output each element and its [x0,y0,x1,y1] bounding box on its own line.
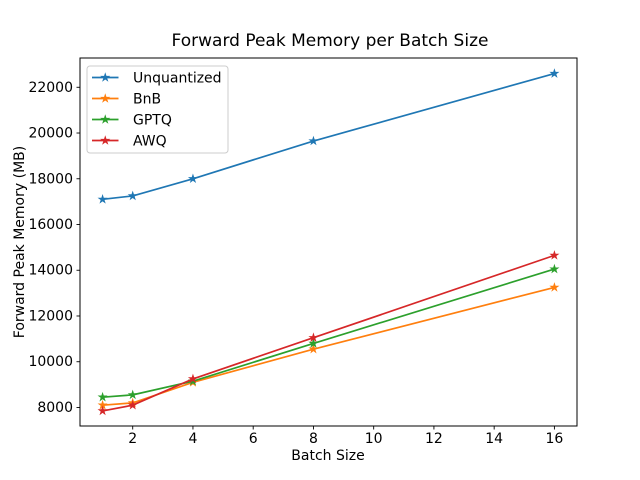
legend-marker-unquantized [100,72,111,82]
x-tick-label: 8 [309,431,318,447]
x-tick-label: 10 [365,431,383,447]
x-axis-label: Batch Size [291,448,365,464]
legend-marker-awq [100,135,111,145]
y-tick-label: 10000 [28,354,73,370]
data-point-awq [549,250,560,260]
legend-label-awq: AWQ [133,134,167,150]
x-tick-label: 6 [249,431,258,447]
axes-frame [79,57,578,427]
data-point-unquantized [549,68,560,78]
data-point-bnb [308,343,319,354]
y-tick-label: 20000 [28,126,73,142]
x-tick-label: 16 [545,431,563,447]
legend-label-gptq: GPTQ [133,113,172,129]
data-point-awq [97,405,108,416]
data-point-unquantized [187,173,198,184]
y-tick-label: 22000 [28,80,73,96]
legend-marker-gptq [100,114,111,124]
series-line-bnb [102,286,555,407]
data-point-unquantized [308,135,319,146]
x-tick-label: 14 [485,431,503,447]
x-tick-label: 2 [128,431,137,447]
x-tick-label: 4 [188,431,197,447]
data-point-unquantized [97,194,108,204]
series-line-awq [102,254,555,412]
legend-box [86,65,229,154]
chart-title: Forward Peak Memory per Batch Size [171,31,489,51]
data-point-awq [127,399,138,410]
data-point-unquantized [127,190,138,201]
legend-marker-bnb [100,93,111,103]
data-point-gptq [127,389,138,400]
data-point-gptq [308,338,319,348]
data-point-bnb [97,399,108,410]
y-tick-label: 18000 [28,171,73,187]
data-point-awq [187,373,198,384]
legend-label-bnb: BnB [133,92,161,108]
y-tick-label: 8000 [37,400,73,416]
data-point-awq [308,332,319,342]
data-point-gptq [549,263,560,274]
x-tick-label: 12 [425,431,443,447]
y-tick-label: 14000 [28,263,73,279]
data-point-bnb [549,282,560,292]
legend-label-unquantized: Unquantized [133,71,222,87]
data-point-gptq [97,391,108,402]
y-tick-label: 12000 [28,308,73,324]
y-tick-label: 16000 [28,217,73,233]
